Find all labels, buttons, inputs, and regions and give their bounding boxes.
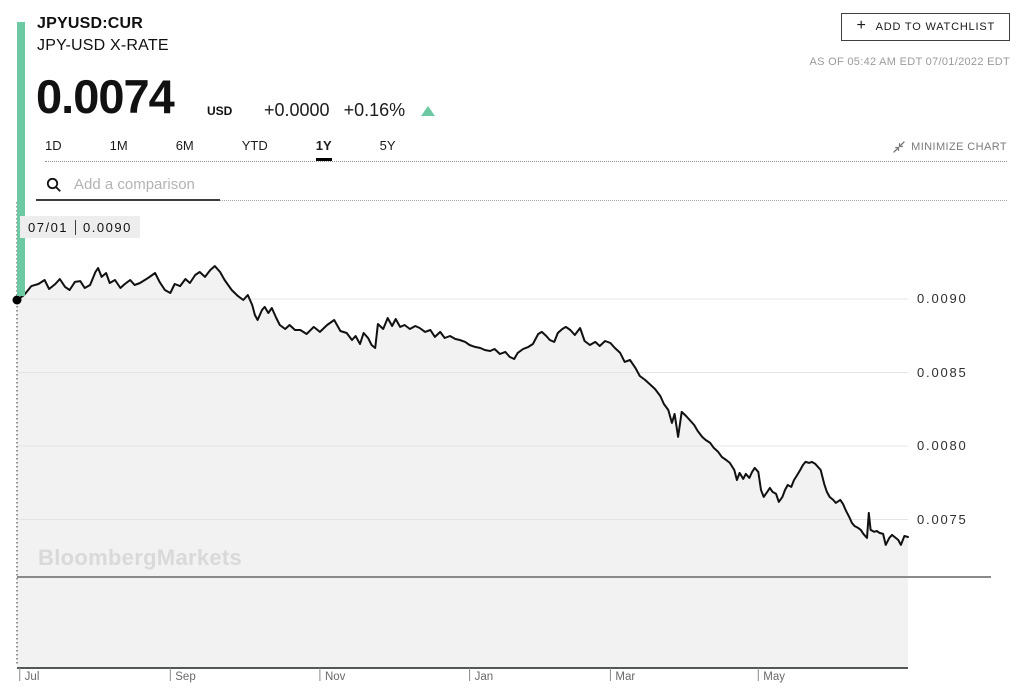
minimize-chart-button[interactable]: MINIMIZE CHART <box>889 141 1007 153</box>
y-axis-tick-label: 0.0085 <box>917 364 968 380</box>
add-to-watchlist-label: ADD TO WATCHLIST <box>875 21 995 33</box>
comparison-search-input[interactable] <box>72 175 436 194</box>
comparison-search <box>46 175 436 194</box>
x-axis-tick-label: Sep <box>175 671 196 683</box>
x-axis-tick-label: Jul <box>24 671 40 683</box>
change-percent: +0.16% <box>343 100 406 120</box>
y-axis-tick-label: 0.0080 <box>917 438 968 453</box>
minimize-chart-label: MINIMIZE CHART <box>911 141 1007 153</box>
chart-tooltip: 07/01 0.0090 <box>20 216 140 238</box>
tooltip-value: 0.0090 <box>83 219 132 235</box>
change-absolute: +0.0000 <box>264 100 330 120</box>
search-underline-dotted <box>220 200 1007 201</box>
accent-highlight-bar <box>17 22 25 296</box>
page-title: JPY-USD X-RATE <box>37 37 169 54</box>
time-range-tabs: 1D 1M 6M YTD 1Y 5Y <box>45 138 1007 162</box>
as-of-timestamp: AS OF 05:42 AM EDT 07/01/2022 EDT <box>809 56 1010 68</box>
plus-icon: + <box>856 17 867 34</box>
x-axis-tick-label: Mar <box>615 671 636 683</box>
price-currency: USD <box>207 104 233 118</box>
tab-5y[interactable]: 5Y <box>379 138 396 153</box>
search-underline <box>36 199 220 201</box>
tab-1d[interactable]: 1D <box>45 138 62 153</box>
tab-ytd[interactable]: YTD <box>241 138 268 153</box>
price-value: 0.0074 <box>36 70 175 123</box>
tooltip-date: 07/01 <box>28 219 69 235</box>
ticker-symbol: JPYUSD:CUR <box>37 15 144 32</box>
y-axis-tick-label: 0.0090 <box>917 291 968 306</box>
x-axis-tick-label: Jan <box>474 671 494 683</box>
tab-6m[interactable]: 6M <box>175 138 194 153</box>
minimize-icon <box>893 141 905 153</box>
tooltip-divider <box>75 219 77 235</box>
x-axis-tick-label: May <box>763 671 786 683</box>
y-axis-tick-label: 0.0075 <box>917 511 968 527</box>
add-to-watchlist-button[interactable]: + ADD TO WATCHLIST <box>841 13 1010 41</box>
bloomberg-watermark: BloombergMarkets <box>38 545 243 570</box>
up-arrow-icon <box>421 105 436 116</box>
tab-1y[interactable]: 1Y <box>315 138 332 161</box>
tab-1m[interactable]: 1M <box>109 138 128 153</box>
x-axis-tick-label: Nov <box>324 671 346 683</box>
search-icon <box>46 177 61 192</box>
price-change-row: +0.0000 +0.16% <box>264 100 436 121</box>
